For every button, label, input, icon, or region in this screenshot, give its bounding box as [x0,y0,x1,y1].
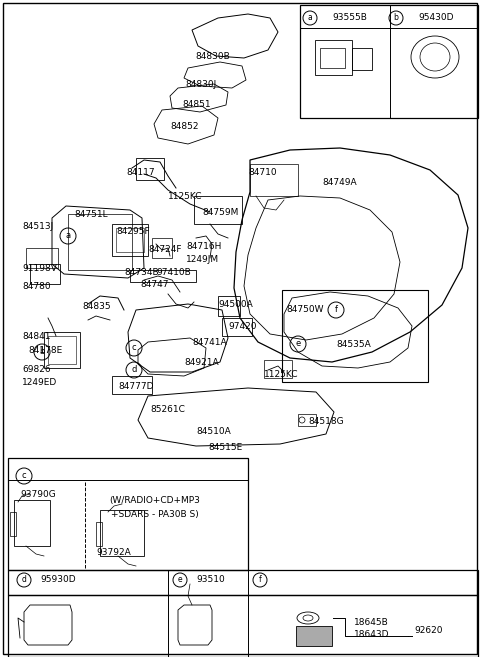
Text: 84835: 84835 [82,302,110,311]
Bar [30,264,60,284]
Text: 1125KC: 1125KC [264,370,299,379]
Text: 93790G: 93790G [20,490,56,499]
Text: 85261C: 85261C [150,405,185,414]
Text: 69826: 69826 [22,365,50,374]
Text: a: a [308,14,312,22]
Text: 84830B: 84830B [195,52,230,61]
Text: 84535A: 84535A [336,340,371,349]
Text: 1249JM: 1249JM [186,255,219,264]
Bar [44,332,80,368]
Bar [14,500,50,546]
Bar [8,595,478,657]
Bar [68,214,132,270]
Text: 84513J: 84513J [22,222,53,231]
Bar [152,238,172,258]
Bar [8,458,248,570]
Bar [10,512,16,536]
Text: b: b [39,348,45,357]
Text: 97410B: 97410B [156,268,191,277]
Text: 84515E: 84515E [208,443,242,452]
Bar [250,164,298,196]
Bar [296,626,332,646]
Text: 18643D: 18643D [354,630,389,639]
Bar [300,5,478,118]
Text: 84830J: 84830J [185,80,216,89]
Text: 1249ED: 1249ED [22,378,57,387]
Bar [222,318,252,336]
Text: 97420: 97420 [228,322,256,331]
Text: 84750W: 84750W [286,305,324,314]
Text: 95930D: 95930D [40,576,76,585]
Bar [100,510,144,556]
Text: 84716H: 84716H [186,242,221,251]
Text: 84295F: 84295F [116,227,150,236]
Text: 84841: 84841 [22,332,50,341]
Text: d: d [22,576,26,585]
Bar [116,228,144,252]
Bar [96,522,102,546]
Text: (W/RADIO+CD+MP3: (W/RADIO+CD+MP3 [109,496,201,505]
Bar [315,40,352,75]
Text: 95430D: 95430D [418,14,454,22]
Text: f: f [335,306,337,315]
Text: 84751L: 84751L [74,210,108,219]
Bar [26,248,58,268]
Text: 84510A: 84510A [196,427,231,436]
Text: 84747: 84747 [140,280,168,289]
Bar [8,570,478,595]
Text: 84852: 84852 [170,122,199,131]
Text: 84724F: 84724F [148,245,181,254]
Text: 84734B: 84734B [124,268,158,277]
Text: 84710: 84710 [248,168,276,177]
Text: b: b [394,14,398,22]
Text: 94500A: 94500A [218,300,253,309]
Bar [320,48,345,68]
Text: 93792A: 93792A [96,548,131,557]
Text: e: e [178,576,182,585]
Text: 84741A: 84741A [192,338,227,347]
Bar [264,360,292,378]
Text: c: c [132,344,136,353]
Text: c: c [22,472,26,480]
Text: 1125KC: 1125KC [168,192,203,201]
Text: 91198V: 91198V [22,264,57,273]
Text: 92620: 92620 [414,626,443,635]
Bar [136,158,164,180]
Text: 84921A: 84921A [184,358,218,367]
Text: 84780: 84780 [22,282,50,291]
Bar [194,196,242,224]
Bar [352,48,372,70]
Text: 93555B: 93555B [332,14,367,22]
Text: e: e [295,340,300,348]
Text: 84851: 84851 [182,100,211,109]
Bar [298,414,316,426]
Text: 84117: 84117 [126,168,155,177]
Text: 84178E: 84178E [28,346,62,355]
Text: 84759M: 84759M [202,208,239,217]
Bar [130,270,196,282]
Text: f: f [259,576,262,585]
Text: 18645B: 18645B [354,618,389,627]
Bar [218,296,240,316]
Text: a: a [65,231,71,240]
Bar [112,224,148,256]
Text: 93510: 93510 [196,576,225,585]
Bar [112,376,152,394]
Text: 84777D: 84777D [118,382,154,391]
Text: 84518G: 84518G [308,417,344,426]
Bar [48,336,76,364]
Bar [282,290,428,382]
Text: +SDARS - PA30B S): +SDARS - PA30B S) [111,510,199,519]
Text: d: d [132,365,137,374]
Text: 84749A: 84749A [322,178,357,187]
